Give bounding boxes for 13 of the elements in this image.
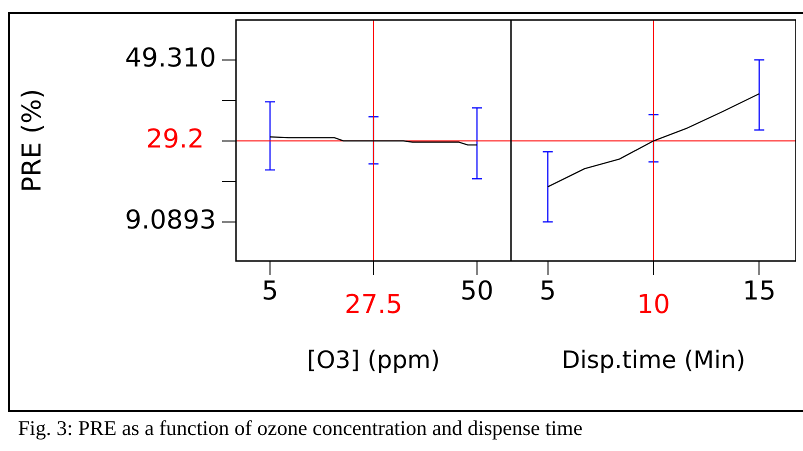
x-tick-label: 5 [262, 276, 278, 306]
caption: Fig. 3: PRE as a function of ozone concentration and dispense time [18, 416, 583, 440]
x-tick-label: 5 [540, 276, 556, 306]
x-tick-label: 15 [742, 276, 776, 306]
y-tick-label: 49.310 [125, 44, 216, 74]
y-tick-label: 9.0893 [125, 206, 216, 236]
ref-line-label: 29.2 [146, 124, 204, 155]
ref-line-label: 27.5 [344, 290, 402, 320]
y-axis-title: PRE (%) [17, 88, 48, 192]
x-axis-title: Disp.time (Min) [562, 346, 746, 374]
x-tick-label: 50 [460, 276, 494, 306]
x-axis-title: [O3] (ppm) [306, 346, 440, 374]
ref-line-label: 10 [636, 290, 670, 320]
